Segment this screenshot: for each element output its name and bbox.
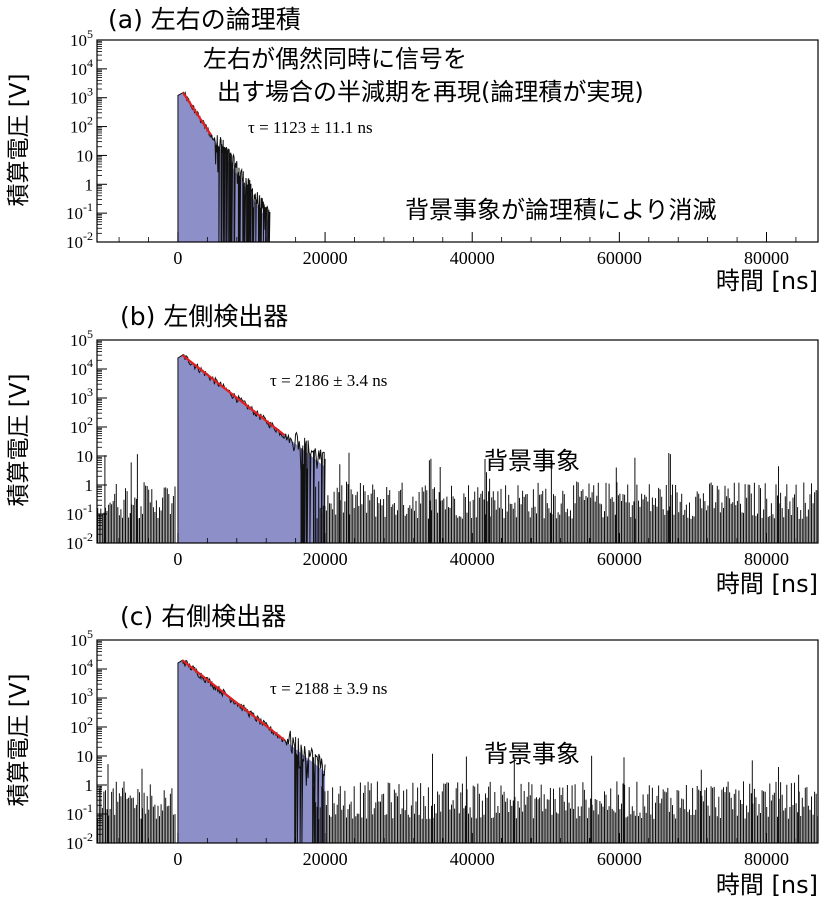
y-tick-label: 10 (76, 747, 93, 766)
x-tick-label: 60000 (597, 849, 642, 869)
panel-c: (c) 右側検出器 積算電圧 [V] 10-210-11101021031041… (6, 602, 819, 899)
panel-a-annotation-line-1: 左右が偶然同時に信号を (203, 45, 467, 73)
y-tick-label: 102 (70, 414, 93, 437)
x-tick-label: 0 (173, 549, 182, 569)
fit-line (181, 354, 286, 437)
panel-b: (b) 左側検出器 積算電圧 [V] 10-210-11101021031041… (6, 302, 819, 598)
panel-a-annotation-line-2: 出す場合の半減期を再現(論理積が実現) (217, 78, 644, 106)
background-noise (97, 753, 819, 843)
panel-a-plot: 10-2 10-1 1 10 102 103 104 105 0 20000 40000 60000 8… (66, 27, 819, 268)
x-tick-label: 60000 (597, 549, 642, 569)
y-tick-label: 104 (70, 56, 93, 79)
y-tick-label: 10-1 (66, 200, 93, 223)
x-tick-label: 20000 (303, 849, 348, 869)
y-tick-label: 1 (85, 476, 94, 495)
y-tick-label: 10 (76, 146, 93, 165)
y-tick-label: 104 (70, 656, 93, 679)
panel-c-title: (c) 右側検出器 (120, 602, 286, 631)
y-tick-label: 10-1 (66, 501, 93, 524)
y-tick-label: 1 (85, 776, 94, 795)
plot-frame (96, 339, 819, 544)
fit-line (181, 659, 286, 742)
panel-a-title: (a) 左右の論理積 (108, 5, 301, 34)
y-tick-label: 10 (76, 447, 93, 466)
panel-a-y-axis-label: 積算電圧 [V] (6, 74, 32, 207)
y-tick-label: 102 (70, 714, 93, 737)
y-tick-label: 103 (70, 385, 93, 408)
panel-b-plot: 10-2 10-1 1 10 102 103 104 105 0 20000 40000 60000 8… (66, 327, 819, 569)
panel-a: (a) 左右の論理積 積算電圧 [V] 10-2 10-1 1 10 102 103 104… (6, 5, 819, 295)
y-tick-label: 105 (70, 627, 93, 650)
signal-area (177, 355, 326, 543)
y-tick-label: 103 (70, 685, 93, 708)
y-tick-label: 1 (85, 175, 94, 194)
panel-c-y-axis-label: 積算電圧 [V] (6, 674, 32, 807)
panel-b-y-axis-label: 積算電圧 [V] (6, 374, 32, 507)
x-tick-label: 80000 (744, 849, 789, 869)
panel-c-annotation-background: 背景事象 (484, 740, 580, 768)
plot-frame (96, 639, 819, 844)
y-tick-label: 104 (70, 356, 93, 379)
x-tick-label: 80000 (744, 549, 789, 569)
fit-line (182, 92, 212, 136)
x-tick-label: 20000 (303, 248, 348, 268)
panel-c-x-axis-label: 時間 [ns] (716, 871, 818, 899)
panel-b-title: (b) 左側検出器 (120, 302, 288, 331)
x-tick-label: 60000 (597, 248, 642, 268)
y-tick-label: 105 (70, 27, 93, 50)
y-tick-label: 103 (70, 85, 93, 108)
y-tick-label: 10-1 (66, 801, 93, 824)
x-tick-label: 40000 (450, 248, 495, 268)
panel-b-annotation-background: 背景事象 (484, 447, 580, 475)
panel-a-x-axis-label: 時間 [ns] (716, 267, 818, 295)
y-tick-label: 10-2 (66, 830, 93, 853)
panel-c-plot: 10-2 10-1 1 10 102 103 104 105 0 20000 40000 60000 8… (66, 627, 819, 869)
x-tick-label: 0 (173, 248, 182, 268)
y-tick-label: 102 (70, 114, 93, 137)
signal-area (177, 660, 326, 843)
y-tick-label: 10-2 (66, 229, 93, 252)
x-tick-label: 0 (173, 849, 182, 869)
x-tick-label: 20000 (303, 549, 348, 569)
y-tick-label: 105 (70, 327, 93, 350)
x-tick-label: 40000 (450, 849, 495, 869)
panel-b-x-axis-label: 時間 [ns] (716, 570, 818, 598)
x-tick-label: 80000 (744, 248, 789, 268)
panel-a-fit-label: τ = 1123 ± 11.1 ns (248, 118, 373, 137)
plot-frame (96, 39, 819, 243)
panel-a-annotation-background: 背景事象が論理積により消滅 (405, 196, 717, 224)
x-tick-label: 40000 (450, 549, 495, 569)
panel-b-fit-label: τ = 2186 ± 3.4 ns (270, 371, 387, 390)
panel-c-fit-label: τ = 2188 ± 3.9 ns (270, 679, 387, 698)
y-tick-label: 10-2 (66, 530, 93, 553)
